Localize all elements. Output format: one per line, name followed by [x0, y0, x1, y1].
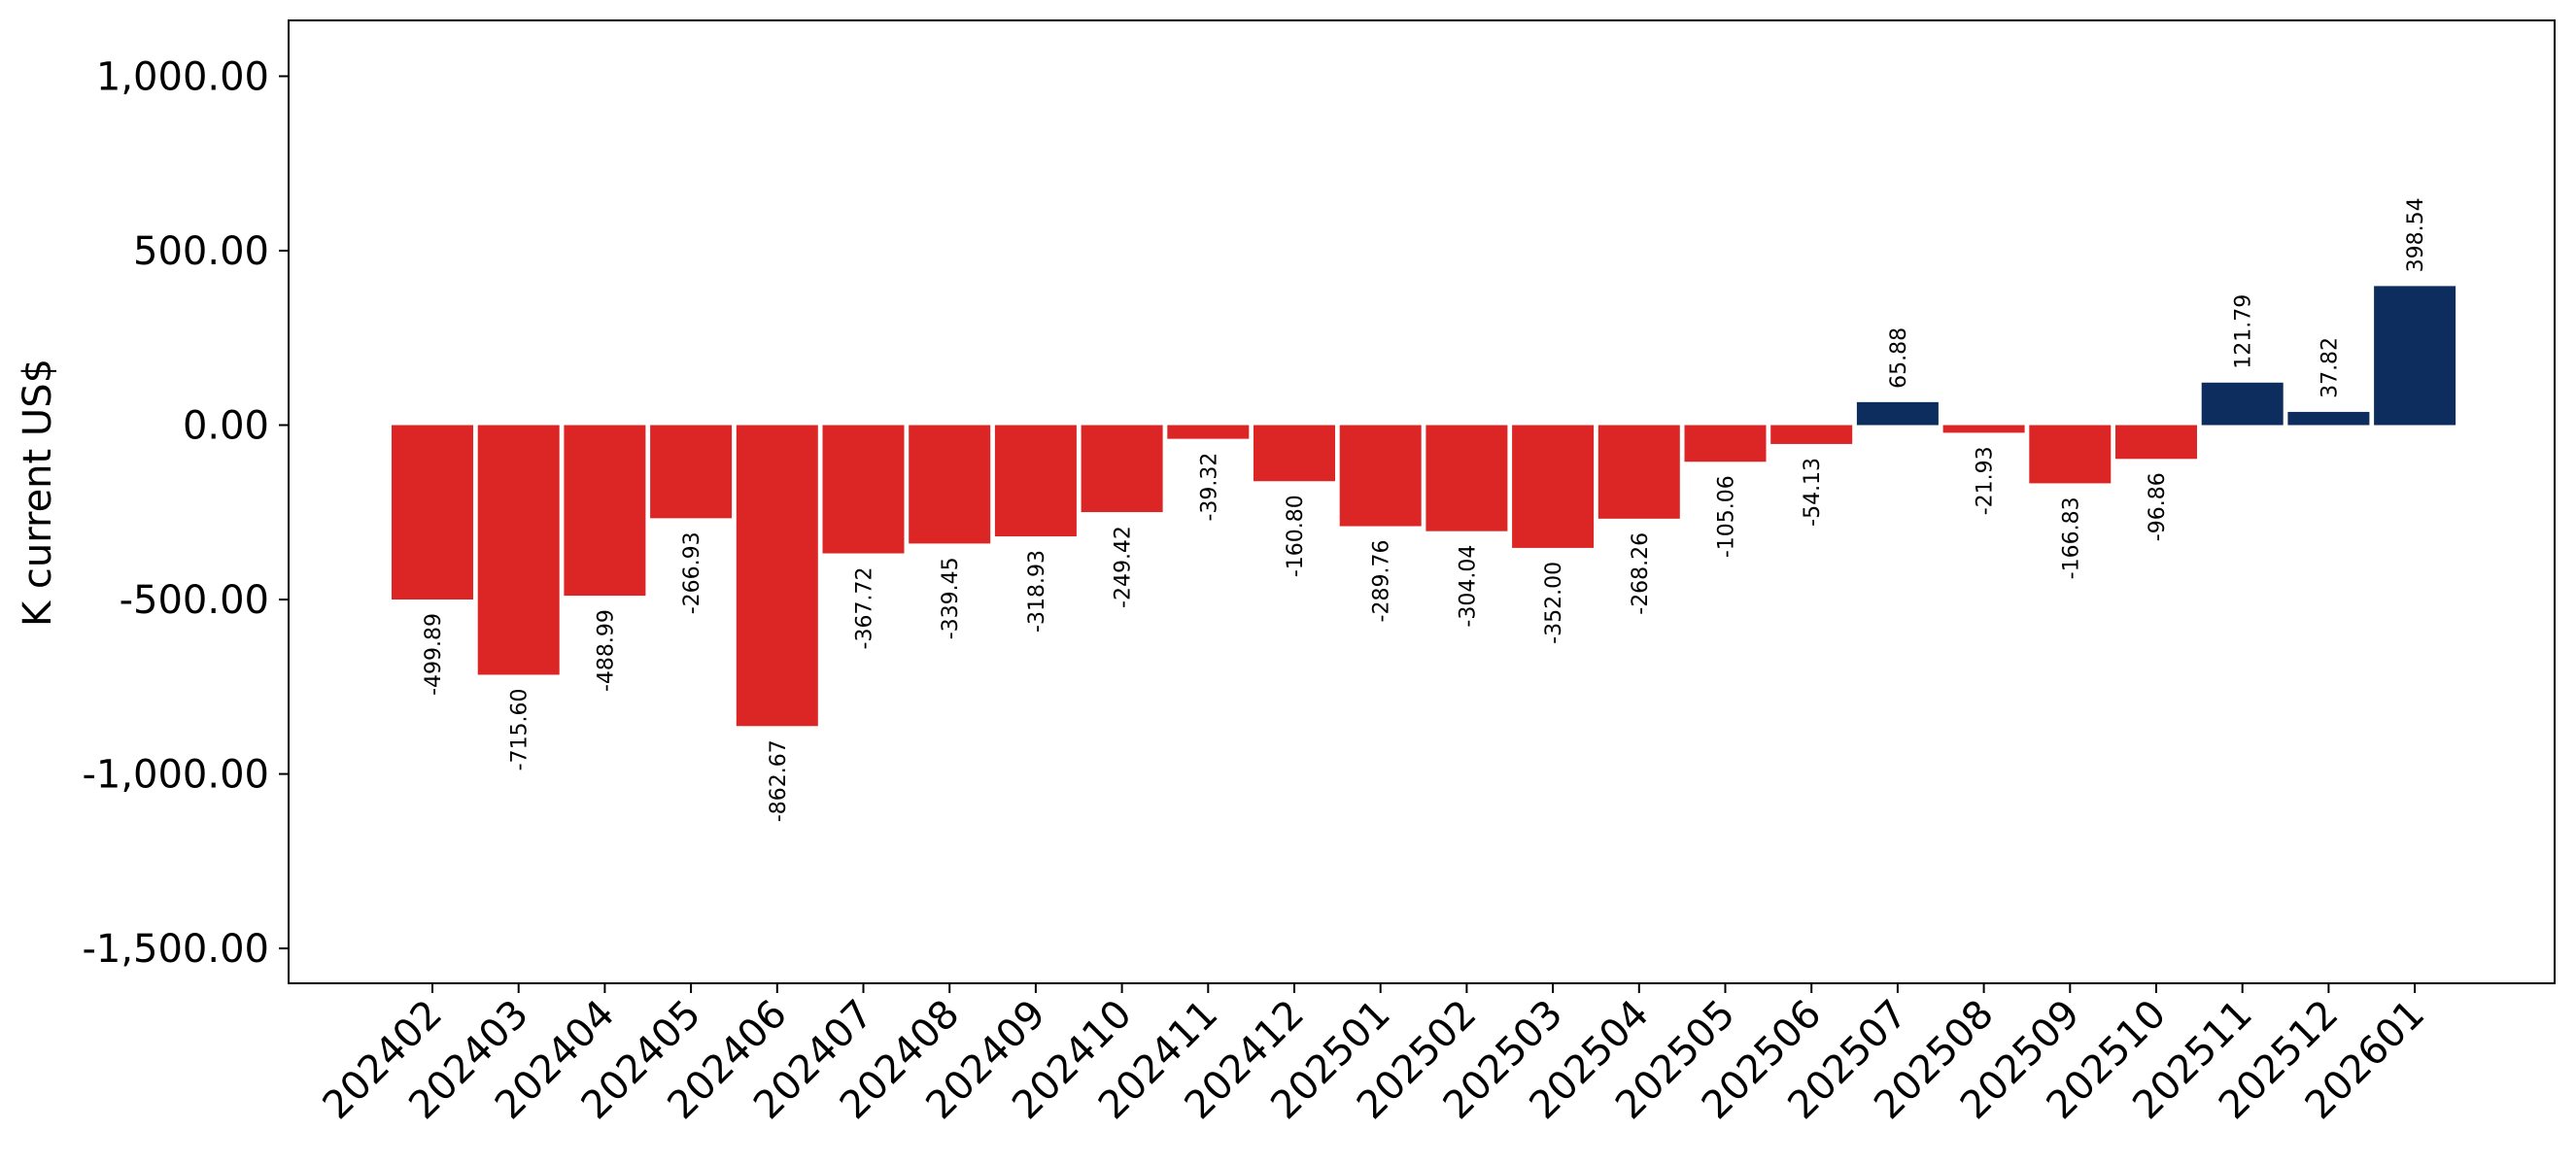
- value-label-202412: -160.80: [1284, 495, 1308, 577]
- value-label-202409: -318.93: [1025, 550, 1049, 633]
- value-label-202407: -367.72: [853, 567, 877, 650]
- y-tick-label: -1,500.00: [82, 927, 269, 972]
- bar-202511: [2201, 382, 2284, 426]
- bar-202505: [1684, 425, 1767, 463]
- bar-202402: [392, 425, 473, 600]
- bar-202410: [1081, 425, 1163, 513]
- value-label-202502: -304.04: [1456, 545, 1480, 628]
- bar-202510: [2115, 425, 2197, 460]
- value-label-202503: -352.00: [1542, 562, 1566, 644]
- bar-202509: [2029, 425, 2112, 484]
- y-tick-label: 500.00: [133, 229, 269, 274]
- value-label-202508: -21.93: [1974, 446, 1998, 515]
- bar-202407: [822, 425, 905, 554]
- bar-labels-group: -499.89 -715.60 -488.99 -266.93 -862.67 -367.…: [422, 197, 2428, 822]
- value-label-202506: -54.13: [1801, 458, 1825, 527]
- value-label-202507: 65.88: [1887, 327, 1911, 389]
- y-tick-label: -500.00: [120, 578, 269, 623]
- value-label-202512: 37.82: [2318, 337, 2342, 398]
- bar-202403: [477, 425, 560, 675]
- value-label-202501: -289.76: [1370, 540, 1394, 623]
- bar-202507: [1856, 401, 1939, 426]
- bar-202506: [1770, 425, 1853, 444]
- bar-202501: [1339, 425, 1422, 527]
- value-label-202509: -166.83: [2059, 497, 2083, 579]
- bar-202404: [564, 425, 646, 597]
- bar-202406: [736, 425, 818, 727]
- value-label-202403: -715.60: [508, 688, 532, 771]
- value-label-202404: -488.99: [594, 609, 618, 692]
- bar-202409: [994, 425, 1077, 537]
- bar-202504: [1597, 425, 1680, 519]
- bar-202512: [2287, 411, 2370, 426]
- y-axis: 1,000.00 500.00 0.00 -500.00 -1,000.00 -1,500…: [82, 54, 289, 972]
- value-label-202402: -499.89: [422, 613, 446, 696]
- bar-202503: [1512, 425, 1595, 548]
- y-tick-label: 0.00: [183, 404, 269, 449]
- value-label-202601: 398.54: [2404, 197, 2428, 272]
- value-label-202408: -339.45: [939, 557, 963, 639]
- bar-202502: [1425, 425, 1508, 531]
- bar-202601: [2374, 286, 2456, 426]
- value-label-202405: -266.93: [680, 531, 704, 614]
- y-tick-label: -1,000.00: [82, 753, 269, 798]
- value-label-202406: -862.67: [767, 739, 791, 822]
- value-label-202504: -268.26: [1629, 532, 1653, 615]
- bar-202411: [1167, 425, 1250, 439]
- bar-202405: [650, 425, 733, 519]
- value-label-202505: -105.06: [1715, 475, 1739, 558]
- value-label-202410: -249.42: [1112, 526, 1136, 608]
- bar-202508: [1942, 425, 2025, 433]
- y-axis-label: K current US$: [16, 359, 60, 627]
- bars-group: [392, 286, 2456, 727]
- value-label-202411: -39.32: [1197, 453, 1221, 522]
- value-label-202511: 121.79: [2232, 294, 2256, 369]
- value-label-202510: -96.86: [2146, 472, 2170, 541]
- plot-frame: [288, 19, 2556, 984]
- bar-202408: [909, 425, 991, 544]
- y-tick-label: 1,000.00: [96, 54, 269, 99]
- bar-202412: [1254, 425, 1335, 482]
- x-axis: 2024022024032024042024052024062024072024…: [315, 983, 2433, 1128]
